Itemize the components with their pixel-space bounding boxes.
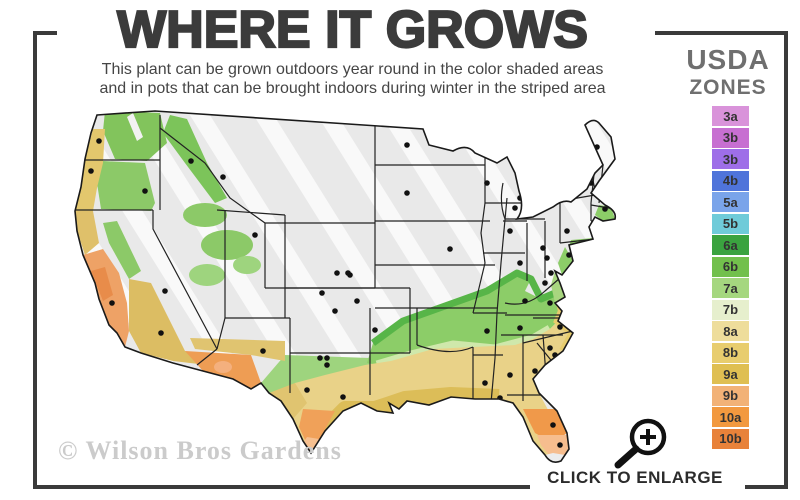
legend-swatch-zone: 5a bbox=[712, 192, 749, 212]
us-map-outline bbox=[74, 110, 617, 463]
zone-area-sierra-green bbox=[103, 221, 141, 279]
watermark: © Wilson Bros Gardens bbox=[58, 436, 342, 465]
frame-top-left-segment bbox=[33, 31, 57, 35]
legend-swatch-label: 5a bbox=[723, 194, 738, 210]
legend-swatch-label: 3b bbox=[722, 130, 739, 145]
zone-area-green-patch bbox=[189, 264, 225, 286]
city-dots bbox=[88, 138, 608, 448]
legend-swatch-label: 7a bbox=[723, 280, 738, 296]
legend-swatch-zone: 7b bbox=[712, 299, 749, 320]
legend-swatch-label: 4b bbox=[722, 173, 739, 188]
legend-swatch-zone: 7a bbox=[712, 278, 749, 298]
subtitle: This plant can be grown outdoors year ro… bbox=[60, 60, 645, 98]
zone-area-delmarva-green bbox=[551, 271, 565, 303]
zone-area-nca-gold bbox=[75, 211, 99, 255]
legend-swatch-zone: 3a bbox=[712, 106, 749, 126]
legend-swatch-label: 3b bbox=[722, 151, 739, 167]
zone-area-green-patch bbox=[183, 203, 227, 227]
legend-swatch-zone: 6b bbox=[712, 256, 749, 277]
frame-bottom-right-segment bbox=[745, 485, 788, 489]
frame-top-right-segment bbox=[655, 31, 788, 35]
legend-swatch-label: 5b bbox=[722, 216, 739, 231]
click-to-enlarge-label[interactable]: CLICK TO ENLARGE bbox=[547, 468, 723, 487]
zone-area-phoenix-salmon bbox=[214, 361, 232, 373]
page-title: WHERE IT GROWS bbox=[116, 0, 589, 60]
zone-area-green-patch bbox=[201, 230, 253, 260]
zone-area-bigbend-tan bbox=[269, 383, 307, 419]
frame-left-border bbox=[33, 31, 37, 489]
magnifier-plus-icon[interactable] bbox=[605, 412, 675, 470]
legend-swatch-zone: 6a bbox=[712, 235, 749, 255]
legend-swatch-label: 9b bbox=[722, 388, 739, 403]
zone-area-nj-green bbox=[558, 247, 573, 275]
zone-area-green-patch bbox=[233, 256, 261, 274]
legend-swatch-label: 6b bbox=[722, 259, 739, 274]
legend-swatch-zone: 5b bbox=[712, 213, 749, 234]
zone-area-fl-salmon bbox=[537, 435, 569, 459]
legend-swatch-label: 8a bbox=[723, 323, 738, 339]
legend-swatch-label: 7b bbox=[722, 302, 739, 317]
zone-area-ca-orange bbox=[91, 267, 113, 301]
frame-bottom-left-segment bbox=[33, 485, 530, 489]
legend-title-line2: ZONES bbox=[689, 76, 767, 99]
legend-swatch-label: 6a bbox=[723, 237, 738, 253]
legend-title-line1: USDA bbox=[686, 44, 770, 75]
legend-swatch-zone: 8a bbox=[712, 321, 749, 341]
zone-area-or-green bbox=[97, 161, 155, 211]
legend-swatch-zone: 3b bbox=[712, 149, 749, 169]
zone-area-stx-salmon bbox=[303, 437, 319, 455]
zone-area-fl-orange bbox=[523, 409, 567, 443]
legend-swatch-label: 10a bbox=[719, 409, 742, 425]
legend-swatch-label: 10b bbox=[719, 431, 742, 446]
zone-area-se-ca-tan bbox=[129, 279, 207, 365]
legend-swatch-zone: 9a bbox=[712, 364, 749, 384]
zone-area-id-green bbox=[163, 115, 227, 203]
legend-swatch-label: 3a bbox=[723, 108, 738, 124]
legend-swatch-zone: 10b bbox=[712, 428, 749, 449]
legend-swatch-zone: 9b bbox=[712, 385, 749, 406]
frame-right-border bbox=[784, 31, 788, 489]
legend-swatch-zone: 4b bbox=[712, 170, 749, 191]
legend-swatch-zone: 3b bbox=[712, 127, 749, 148]
legend-title: USDA ZONES bbox=[678, 44, 778, 99]
subtitle-line1: This plant can be grown outdoors year ro… bbox=[101, 61, 604, 78]
usda-zones-legend: 3a 3b 3b 4b 5a 5b 6a 6b 7a 7b 8a 8b 9a 9… bbox=[712, 106, 749, 450]
puget-sound-water bbox=[127, 113, 143, 141]
legend-swatch-label: 9a bbox=[723, 366, 738, 382]
legend-swatch-label: 8b bbox=[722, 345, 739, 360]
legend-swatch-zone: 8b bbox=[712, 342, 749, 363]
usda-zones-map[interactable] bbox=[55, 103, 645, 473]
subtitle-line2: and in pots that can be brought indoors … bbox=[99, 80, 606, 97]
legend-swatch-zone: 10a bbox=[712, 407, 749, 427]
